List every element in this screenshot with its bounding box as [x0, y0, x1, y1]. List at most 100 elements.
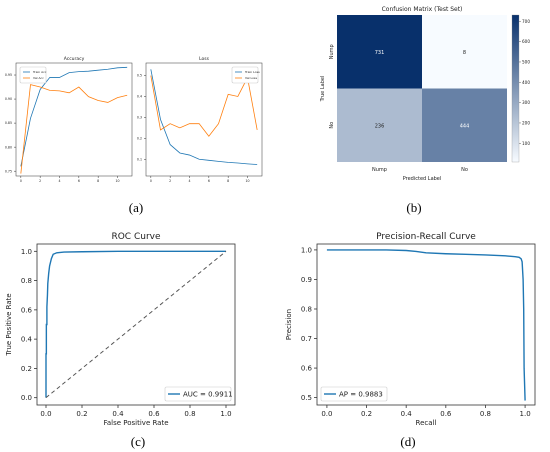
x-tick-label: 4 — [188, 179, 190, 183]
colorbar-tick-label: 700 — [522, 19, 530, 24]
series-line-0 — [45, 250, 226, 398]
legend-label: Train Loss — [244, 70, 260, 74]
legend-label: Val Loss — [245, 76, 257, 80]
y-tick-label: 0.5 — [137, 74, 142, 78]
heatmap-cell — [337, 15, 422, 89]
y-axis-label: True Positive Rate — [5, 293, 13, 356]
x-tick-label: 0 — [150, 179, 152, 183]
legend-box — [19, 66, 47, 84]
y-tick-label: 0.1 — [137, 157, 142, 161]
y-tick-label: 0.3 — [137, 116, 142, 120]
legend-box — [231, 66, 259, 84]
cell-value: 444 — [460, 123, 470, 129]
x-tick-label: 8 — [97, 179, 99, 183]
y-axis-label: True Label — [320, 76, 326, 103]
x-tick-label: Nump — [372, 167, 387, 173]
legend-box — [320, 386, 388, 402]
series-line-0 — [326, 249, 526, 401]
legend-label: Train Acc — [32, 70, 47, 74]
plot-frame — [316, 243, 536, 406]
cell-value: 731 — [375, 50, 385, 56]
series-line-1 — [150, 75, 258, 137]
y-tick-label: 0.0 — [21, 394, 32, 402]
heatmap-cell — [422, 88, 507, 162]
colorbar-tick-label: 300 — [522, 100, 530, 105]
y-tick-label: 0.4 — [21, 336, 33, 344]
x-tick-label: 8 — [227, 179, 229, 183]
y-tick-label: 0.75 — [5, 169, 12, 173]
x-tick-label: 2 — [39, 179, 41, 183]
colorbar-tick-label: 500 — [522, 59, 530, 64]
y-tick-label: 0.6 — [301, 365, 313, 373]
x-tick-label: 0.6 — [440, 410, 452, 418]
heatmap-cell — [422, 15, 507, 89]
x-tick-label: 0.0 — [40, 410, 51, 418]
x-tick-label: 0.2 — [361, 410, 372, 418]
y-tick-label: 0.4 — [137, 95, 142, 99]
x-tick-label: 10 — [115, 179, 119, 183]
series-line-1 — [20, 84, 128, 174]
x-tick-label: 0.6 — [148, 410, 160, 418]
legend-box — [164, 386, 232, 402]
y-tick-label: 0.8 — [301, 305, 312, 313]
y-axis-label: Precision — [285, 309, 293, 340]
panel-c: ROC Curve 0.0 0.2 0.4 0.6 0.8 1.0 0.0 0.2 0.4 0.6 0… — [5, 232, 236, 427]
y-tick-label: 1.0 — [301, 246, 312, 254]
heatmap-cell — [337, 88, 422, 162]
y-tick-label: 0.5 — [301, 394, 312, 402]
x-tick-label: 4 — [58, 179, 60, 183]
x-tick-label: 6 — [208, 179, 210, 183]
legend-label: AUC = 0.9911 — [183, 390, 233, 398]
x-tick-label: 0.8 — [184, 410, 195, 418]
caption-d: (d) — [400, 434, 415, 449]
panel-b: Confusion Matrix (Test Set) 731 8 236 444 Num… — [320, 6, 530, 182]
series-line-1 — [45, 250, 227, 399]
x-tick-label: 0.8 — [480, 410, 491, 418]
legend-label: AP = 0.9883 — [339, 390, 383, 398]
y-tick-label: 0.8 — [21, 277, 32, 285]
y-tick-label: 0.80 — [5, 145, 12, 149]
chart-title: Accuracy — [64, 56, 85, 62]
x-tick-label: 0.2 — [76, 410, 87, 418]
colorbar-tick-label: 600 — [522, 39, 530, 44]
x-tick-label: 2 — [169, 179, 171, 183]
cell-value: 8 — [463, 50, 466, 56]
chart-title: Loss — [199, 56, 210, 62]
x-tick-label: No — [461, 167, 468, 173]
y-tick-label: 0.6 — [21, 306, 33, 314]
chart-title: ROC Curve — [111, 232, 160, 242]
chart-title: Confusion Matrix (Test Set) — [382, 6, 463, 13]
x-tick-label: 6 — [78, 179, 80, 183]
chart-title: Precision-Recall Curve — [376, 232, 476, 242]
x-axis-label: False Positive Rate — [103, 419, 168, 427]
x-axis-label: Predicted Label — [403, 176, 442, 182]
x-tick-label: 0.4 — [112, 410, 124, 418]
series-line-0 — [150, 69, 258, 165]
y-tick-label: 0.2 — [137, 136, 142, 140]
legend-label: Val Acc — [33, 76, 44, 80]
caption-c: (c) — [131, 434, 145, 449]
colorbar-tick-label: 200 — [522, 120, 530, 125]
x-axis-label: Recall — [416, 419, 437, 427]
x-tick-label: 10 — [245, 179, 249, 183]
y-tick-label: 0.9 — [301, 276, 312, 284]
y-tick-label: 0.85 — [5, 121, 12, 125]
colorbar-tick-label: 100 — [522, 141, 530, 146]
y-tick-label: No — [329, 122, 335, 129]
y-tick-label: 0.2 — [21, 365, 32, 373]
caption-b: (b) — [406, 200, 421, 215]
y-tick-label: 0.90 — [5, 97, 12, 101]
panel-a: Accuracy 0 2 4 6 8 10 0.75 0.80 0.85 0.90 0.95 Train… — [5, 56, 263, 183]
cell-value: 236 — [375, 123, 385, 129]
y-tick-label: 1.0 — [21, 248, 32, 256]
colorbar-tick-label: 400 — [522, 80, 530, 85]
panel-d: Precision-Recall Curve 0.0 0.2 0.4 0.6 0.8 1.0… — [285, 232, 536, 427]
caption-a: (a) — [129, 200, 143, 215]
x-tick-label: 0 — [20, 179, 22, 183]
series-line-0 — [20, 66, 128, 167]
x-tick-label: 0.0 — [321, 410, 332, 418]
colorbar — [511, 14, 520, 163]
y-tick-label: 0.7 — [301, 335, 312, 343]
y-tick-label: Nump — [329, 44, 335, 59]
